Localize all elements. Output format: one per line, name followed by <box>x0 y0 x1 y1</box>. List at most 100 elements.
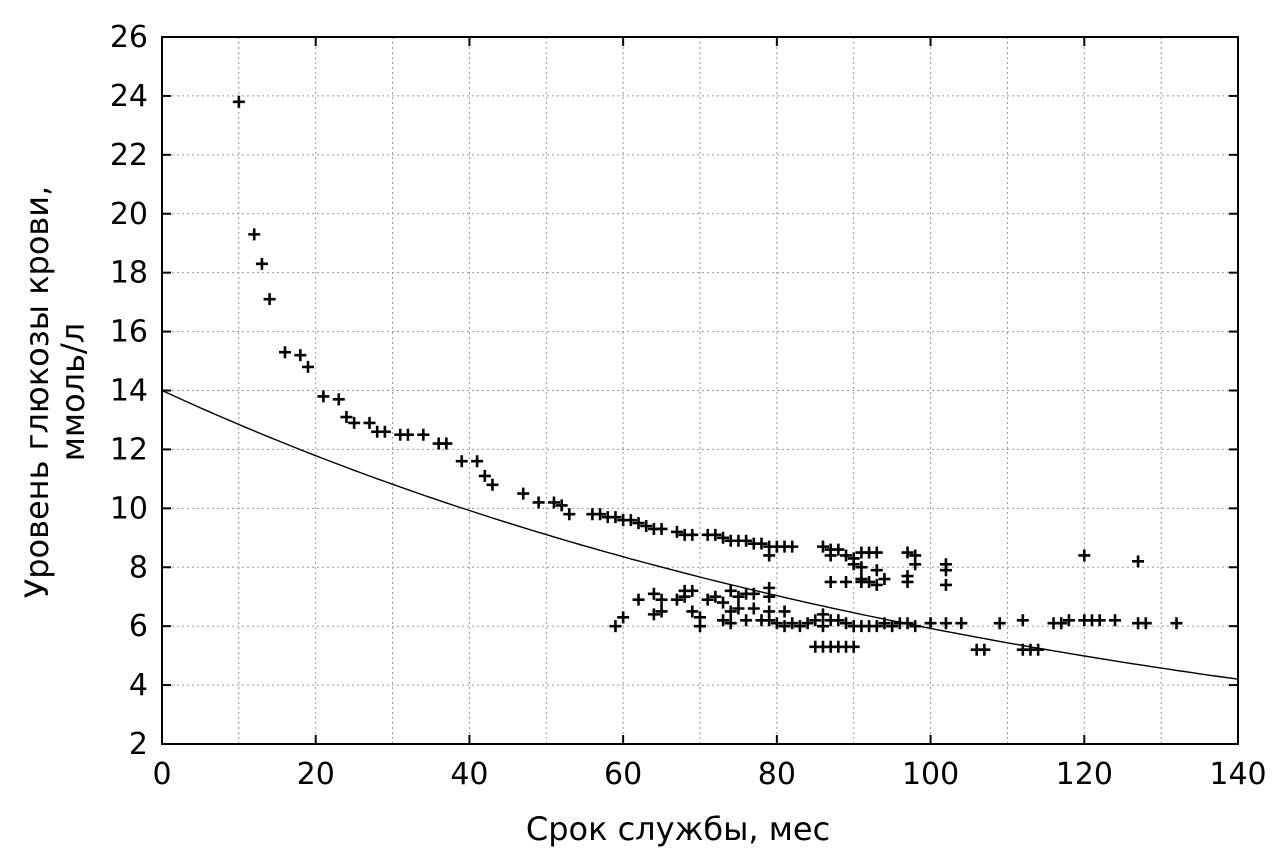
data-point <box>909 558 922 571</box>
data-point <box>755 537 768 550</box>
data-point <box>401 428 414 441</box>
data-point <box>547 496 560 509</box>
data-point <box>939 578 952 591</box>
data-point <box>686 584 699 597</box>
x-tick-label: 20 <box>297 757 335 792</box>
data-point <box>793 620 806 633</box>
data-point <box>563 508 576 521</box>
data-point <box>740 534 753 547</box>
y-tick-label: 18 <box>110 256 148 291</box>
data-point <box>655 522 668 535</box>
trend-line-group <box>161 389 1239 680</box>
data-point <box>724 617 737 630</box>
data-point <box>855 575 868 588</box>
data-point <box>824 549 837 562</box>
data-point <box>378 425 391 438</box>
data-point <box>701 593 714 606</box>
y-tick-label: 6 <box>129 609 148 644</box>
y-tick-label: 4 <box>129 668 148 703</box>
data-point <box>332 393 345 406</box>
data-point <box>870 578 883 591</box>
data-point <box>647 587 660 600</box>
y-axis-title-line2: ммоль/л <box>54 323 92 461</box>
data-point <box>855 561 868 574</box>
data-point <box>317 390 330 403</box>
data-point <box>840 617 853 630</box>
data-point <box>870 564 883 577</box>
data-point <box>1032 643 1045 656</box>
data-point <box>1109 614 1122 627</box>
data-point <box>1170 617 1183 630</box>
x-tick-label: 120 <box>1056 757 1113 792</box>
data-point <box>517 487 530 500</box>
data-point <box>486 478 499 491</box>
data-point <box>809 614 822 627</box>
data-point <box>647 608 660 621</box>
data-point <box>763 614 776 627</box>
x-tick-label: 140 <box>1209 757 1266 792</box>
data-point <box>732 602 745 615</box>
x-tick-label: 80 <box>758 757 796 792</box>
data-point <box>632 517 645 530</box>
y-tick-label: 24 <box>110 79 148 114</box>
data-point <box>232 95 245 108</box>
data-point <box>824 575 837 588</box>
data-point <box>816 608 829 621</box>
data-point <box>471 455 484 468</box>
data-point <box>294 349 307 362</box>
data-point <box>978 643 991 656</box>
data-point <box>348 416 361 429</box>
data-point <box>847 558 860 571</box>
data-point <box>670 593 683 606</box>
data-point <box>924 617 937 630</box>
data-point <box>1139 617 1152 630</box>
data-point <box>709 590 722 603</box>
axis-ticks <box>161 36 1239 745</box>
y-tick-label: 16 <box>110 315 148 350</box>
data-point <box>840 575 853 588</box>
data-point <box>747 587 760 600</box>
y-tick-label: 2 <box>129 727 148 762</box>
data-point <box>801 617 814 630</box>
data-point <box>847 640 860 653</box>
data-point <box>993 617 1006 630</box>
data-point <box>1055 617 1068 630</box>
data-point <box>1078 549 1091 562</box>
data-point <box>624 514 637 527</box>
x-tick-label: 40 <box>450 757 488 792</box>
data-point <box>640 520 653 533</box>
y-axis-title-line1: Уровень глюкозы крови, <box>18 186 56 599</box>
data-point <box>1093 614 1106 627</box>
y-tick-label: 10 <box>110 491 148 526</box>
data-point <box>255 257 268 270</box>
data-point <box>278 346 291 359</box>
data-point <box>532 496 545 509</box>
y-tick-label: 20 <box>110 197 148 232</box>
y-tick-label: 22 <box>110 138 148 173</box>
x-axis-title: Срок службы, мес <box>526 810 830 848</box>
data-point <box>870 620 883 633</box>
data-point <box>455 455 468 468</box>
data-point <box>909 620 922 633</box>
data-point <box>694 620 706 633</box>
data-point <box>832 543 845 556</box>
data-point <box>594 508 607 521</box>
data-point <box>670 525 683 538</box>
data-point <box>248 228 261 241</box>
data-point <box>747 602 760 615</box>
data-point <box>832 614 845 627</box>
data-point <box>263 293 276 306</box>
y-tick-label: 12 <box>110 432 148 467</box>
data-point <box>709 528 722 541</box>
data-point <box>955 617 968 630</box>
data-point <box>870 546 883 559</box>
data-point <box>740 614 753 627</box>
data-point <box>555 499 568 512</box>
data-point <box>778 605 791 618</box>
data-point <box>816 620 829 633</box>
data-point <box>1132 555 1145 568</box>
data-point <box>816 540 829 553</box>
y-tick-label: 8 <box>129 550 148 585</box>
